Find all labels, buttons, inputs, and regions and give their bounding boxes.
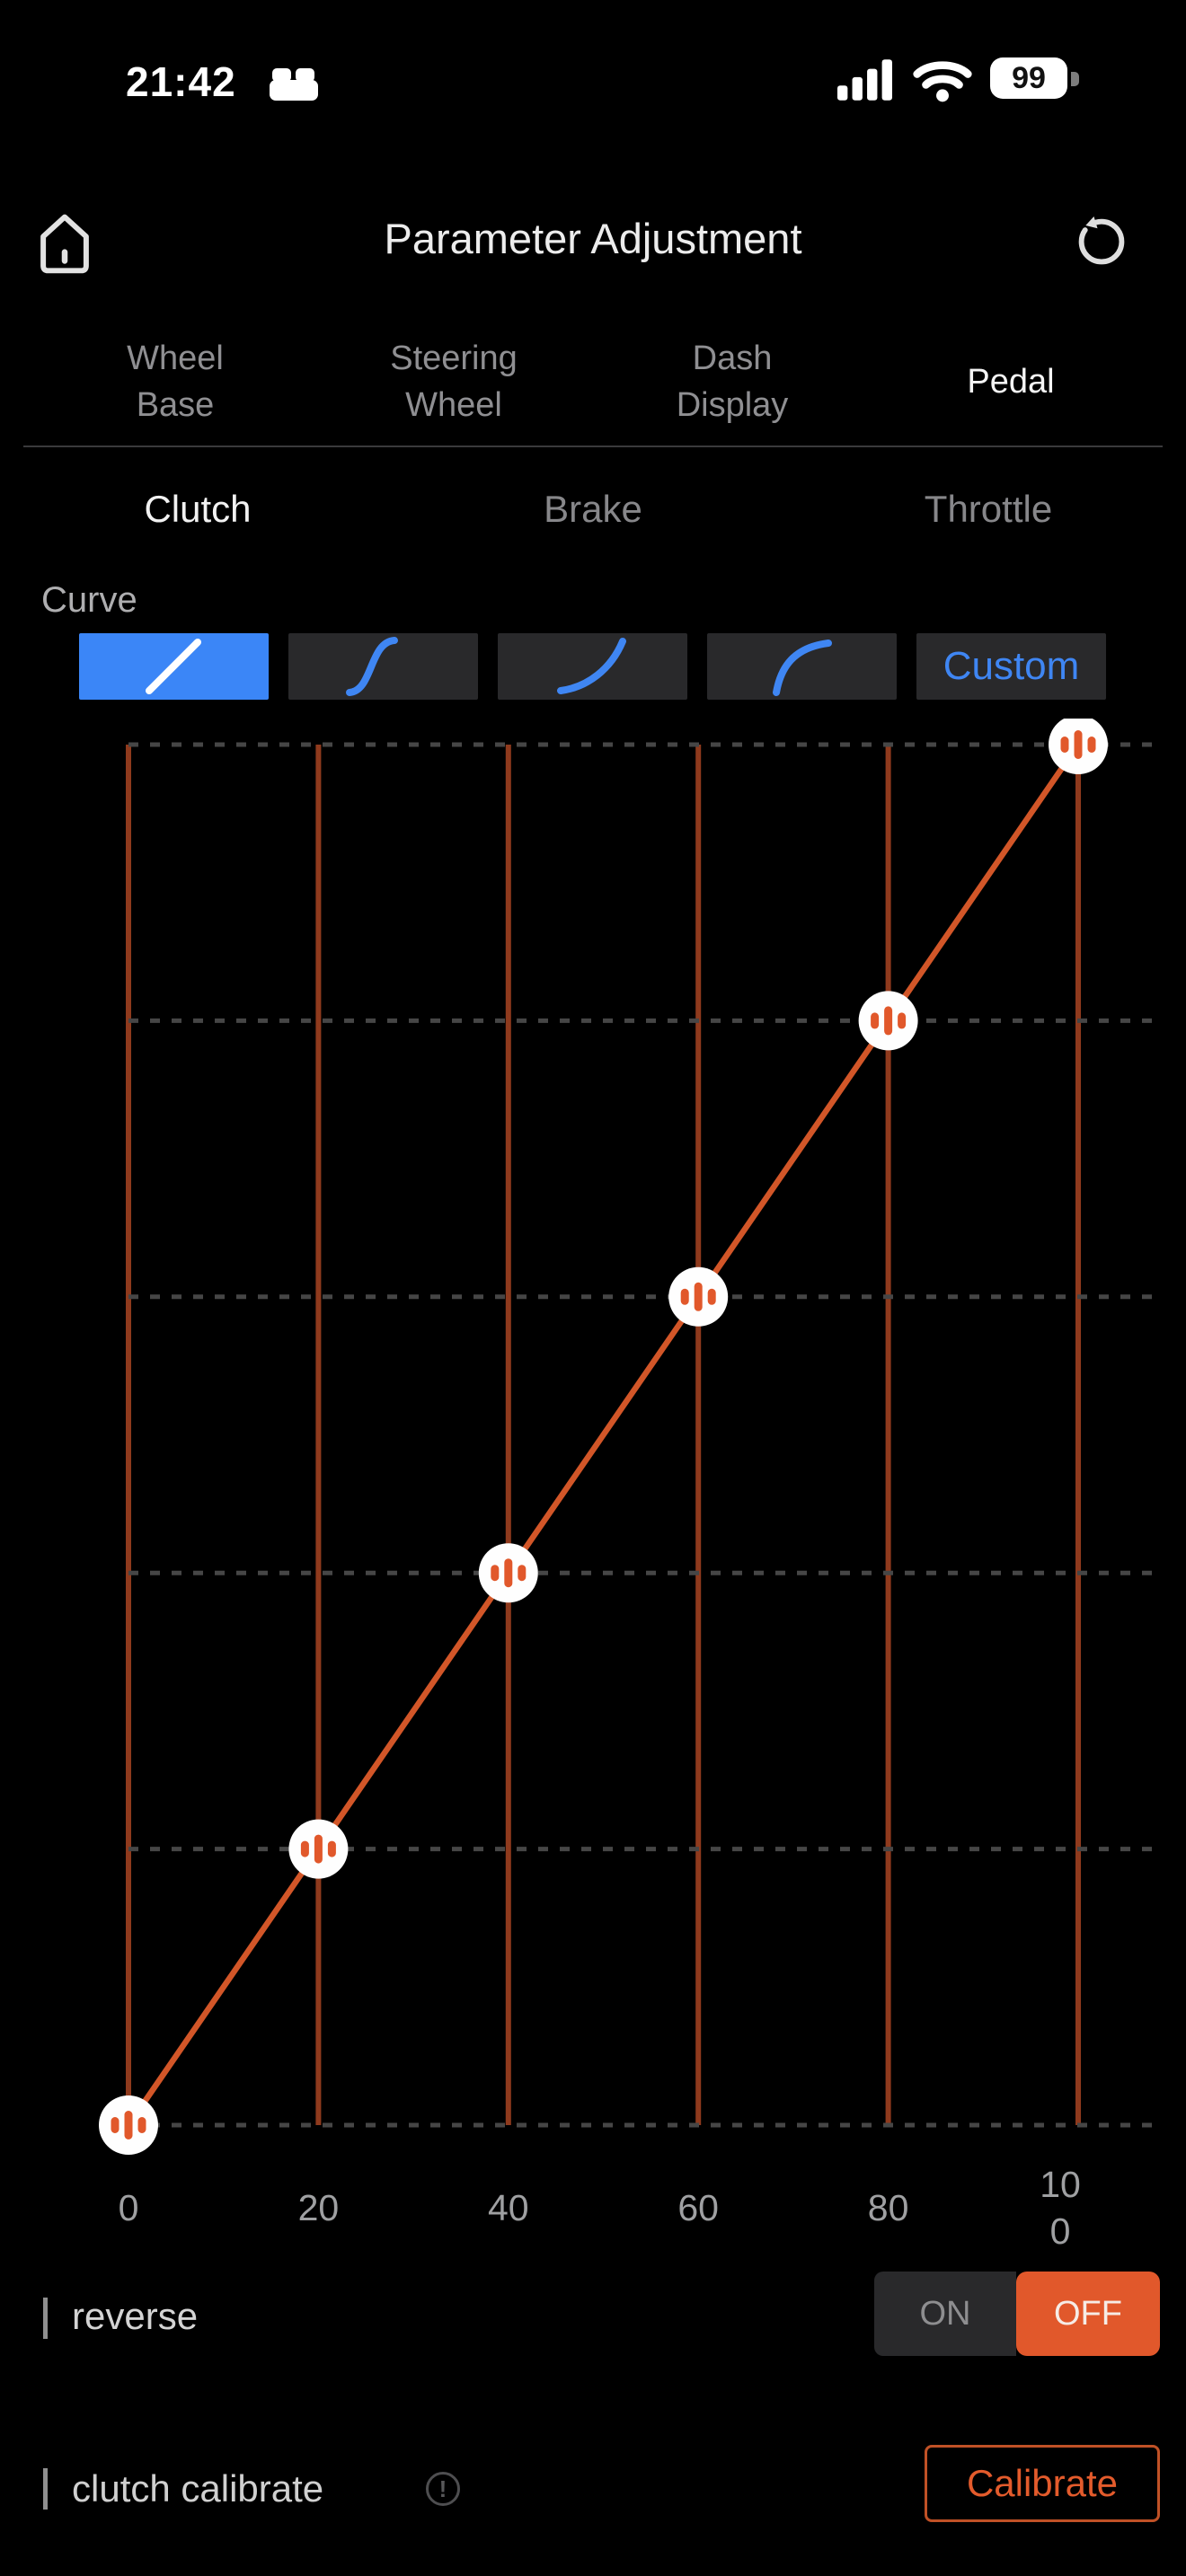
adjuster-icon-bar [884, 1006, 893, 1036]
reverse-toggle-off[interactable]: OFF [1016, 2272, 1160, 2356]
curve-handle[interactable] [1049, 719, 1108, 774]
adjuster-icon-bar [694, 1282, 703, 1311]
tab-line: Wheel [405, 386, 502, 424]
calibrate-field-bar [43, 2468, 48, 2510]
battery-nub [1071, 72, 1079, 86]
preset-ease-in[interactable] [498, 633, 687, 700]
info-glyph: ! [438, 2475, 447, 2502]
curve-handle[interactable] [288, 1819, 349, 1879]
x-axis-label: 60 [677, 2187, 719, 2228]
reverse-field-bar [43, 2298, 48, 2339]
tab-wheel-base[interactable]: Wheel Base [36, 334, 314, 429]
preset-ease-out[interactable] [707, 633, 897, 700]
tab-steering-wheel[interactable]: Steering Wheel [314, 334, 593, 429]
tab-line: Display [676, 386, 789, 424]
adjuster-icon-bar [898, 1012, 907, 1029]
curve-handle[interactable] [99, 2095, 158, 2155]
curve-presets: Custom [79, 633, 1106, 700]
wifi-icon [913, 61, 972, 102]
x-axis-label: 80 [867, 2187, 909, 2228]
x-axis-label: 40 [487, 2187, 529, 2228]
preset-custom-label: Custom [943, 644, 1080, 688]
ease-out-curve-icon [773, 640, 832, 696]
ease-in-curve-icon [557, 638, 626, 694]
main-tabs: Wheel Base Steering Wheel Dash Display P… [36, 334, 1150, 429]
adjuster-icon-bar [1074, 730, 1083, 759]
subtab-throttle[interactable]: Throttle [924, 488, 1053, 530]
bed-icon [270, 68, 318, 101]
reverse-toggle: ON OFF [874, 2272, 1160, 2356]
page-title: Parameter Adjustment [384, 215, 802, 262]
tab-line: Steering [390, 340, 518, 377]
x-axis-label: 0 [118, 2187, 139, 2228]
tab-line: Pedal [967, 363, 1055, 401]
tabs-divider [23, 446, 1163, 447]
subtab-brake[interactable]: Brake [544, 488, 642, 530]
adjuster-icon-bar [111, 2117, 119, 2133]
linear-curve-icon [146, 639, 201, 694]
curve-line [126, 743, 1081, 2127]
home-icon[interactable] [34, 210, 95, 278]
calibrate-label: clutch calibrate [72, 2467, 324, 2510]
info-icon[interactable]: ! [426, 2472, 460, 2506]
pedal-curve-chart [99, 719, 1153, 2155]
adjuster-icon-bar [314, 1834, 323, 1864]
adjuster-icon-bar [124, 2111, 133, 2139]
reverse-toggle-on[interactable]: ON [874, 2272, 1016, 2356]
curve-handle[interactable] [858, 991, 918, 1051]
adjuster-icon-bar [491, 1565, 500, 1582]
adjuster-icon-bar [300, 1840, 309, 1857]
adjuster-icon-bar [1060, 737, 1069, 753]
reverse-label: reverse [72, 2295, 199, 2337]
curve-section-label: Curve [41, 580, 137, 620]
x-axis-label: 100 [1040, 2164, 1081, 2252]
calibrate-button[interactable]: Calibrate [925, 2445, 1160, 2522]
status-time: 21:42 [126, 58, 236, 105]
preset-s-curve[interactable] [288, 633, 478, 700]
adjuster-icon-bar [680, 1288, 689, 1305]
tab-line: Dash [692, 340, 773, 377]
tab-line: Base [136, 386, 215, 424]
reset-icon[interactable] [1073, 212, 1130, 269]
tab-line: Wheel [127, 340, 224, 377]
preset-custom[interactable]: Custom [916, 633, 1106, 700]
curve-handle[interactable] [668, 1266, 729, 1327]
adjuster-icon-bar [1087, 737, 1096, 753]
adjuster-icon-bar [518, 1565, 527, 1582]
adjuster-icon-bar [707, 1288, 716, 1305]
tab-dash-display[interactable]: Dash Display [593, 334, 872, 429]
s-curve-icon [346, 637, 398, 696]
battery-icon: 99 [990, 57, 1067, 99]
pedal-sub-tabs: Clutch Brake Throttle [0, 474, 1186, 544]
tab-pedal[interactable]: Pedal [872, 334, 1150, 429]
adjuster-icon-bar [504, 1558, 513, 1588]
battery-percent: 99 [1012, 60, 1046, 95]
cellular-signal-icon [837, 59, 892, 101]
subtab-clutch[interactable]: Clutch [144, 488, 252, 530]
adjuster-icon-bar [871, 1012, 880, 1029]
x-axis-label: 20 [297, 2187, 340, 2228]
curve-handle[interactable] [478, 1543, 538, 1603]
adjuster-icon-bar [137, 2117, 146, 2133]
preset-linear[interactable] [79, 633, 269, 700]
adjuster-icon-bar [327, 1840, 336, 1857]
